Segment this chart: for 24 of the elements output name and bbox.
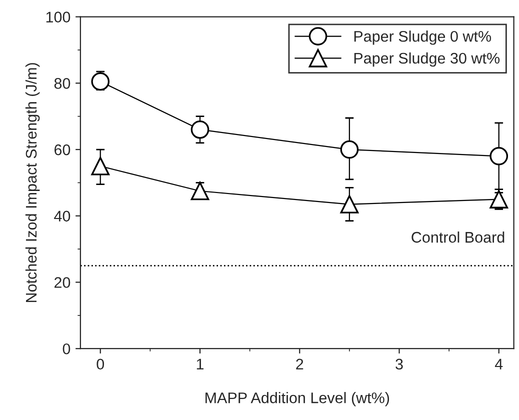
x-tick-label: 3 [396,358,403,370]
point [190,120,210,139]
ref-line-label: Control Board [412,232,504,243]
x-axis-title: MAPP Addition Level (wt%) [206,392,390,406]
point [340,195,359,214]
point [490,146,508,166]
legend-label: Paper Sludge 30 wt% [354,52,500,67]
point [91,72,110,91]
x-tick-label: 0 [96,358,104,370]
y-tick-label: 80 [54,78,70,89]
point [190,182,210,200]
point [340,140,359,159]
y-tick-label: 40 [54,210,70,222]
point [91,156,110,176]
y-axis-title: Notched Izod Impact Strength (J/m) [25,63,40,302]
y-tick-label: 60 [54,144,70,156]
y-tick-label: 20 [54,277,70,288]
y-tick-label: 0 [62,343,70,354]
x-tick-label: 1 [196,358,204,370]
legend-label: Paper Sludge 0 wt% [354,30,492,45]
y-tick-label: 100 [46,12,70,22]
point [490,190,508,208]
x-tick-label: 4 [494,358,503,370]
x-tick-label: 2 [296,358,304,370]
